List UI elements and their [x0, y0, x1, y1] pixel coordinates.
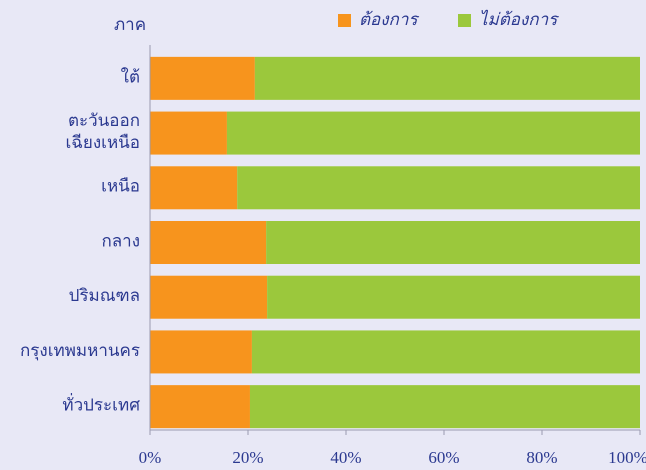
- x-tick-label: 100%: [608, 448, 646, 467]
- y-axis-label: ภาค: [114, 15, 146, 34]
- x-tick-label: 80%: [526, 448, 557, 467]
- y-tick-label: เหนือ: [101, 177, 140, 196]
- bar-segment: [150, 330, 252, 374]
- bar-segment: [150, 275, 268, 319]
- bar-segment: [150, 56, 255, 100]
- y-tick-label: กรุงเทพมหานคร: [20, 341, 140, 361]
- y-tick-label: ทั่วประเทศ: [62, 393, 140, 415]
- bar-segment: [150, 166, 238, 210]
- bar-segment: [237, 166, 640, 210]
- legend-label: ไม่ต้องการ: [479, 9, 559, 29]
- bar-segment: [266, 221, 640, 264]
- y-tick-label: ตะวันออกเฉียงเหนือ: [66, 111, 141, 152]
- y-tick-label: กลาง: [101, 231, 140, 250]
- legend-swatch: [338, 14, 351, 27]
- x-tick-label: 40%: [330, 448, 361, 467]
- y-tick-label: ปริมณฑล: [69, 286, 140, 305]
- x-tick-label: 0%: [139, 448, 162, 467]
- x-tick-label: 20%: [232, 448, 263, 467]
- bar-segment: [150, 221, 267, 264]
- y-tick-label: ใต้: [121, 66, 140, 86]
- bar-segment: [267, 275, 640, 319]
- bar-segment: [249, 385, 640, 429]
- legend-swatch: [458, 14, 471, 27]
- bar-segment: [150, 385, 250, 429]
- bar-segment: [226, 111, 640, 155]
- bar-segment: [251, 330, 641, 374]
- bar-segment: [254, 56, 641, 100]
- x-tick-label: 60%: [428, 448, 459, 467]
- bar-segment: [150, 111, 227, 155]
- legend-label: ต้องการ: [359, 10, 419, 29]
